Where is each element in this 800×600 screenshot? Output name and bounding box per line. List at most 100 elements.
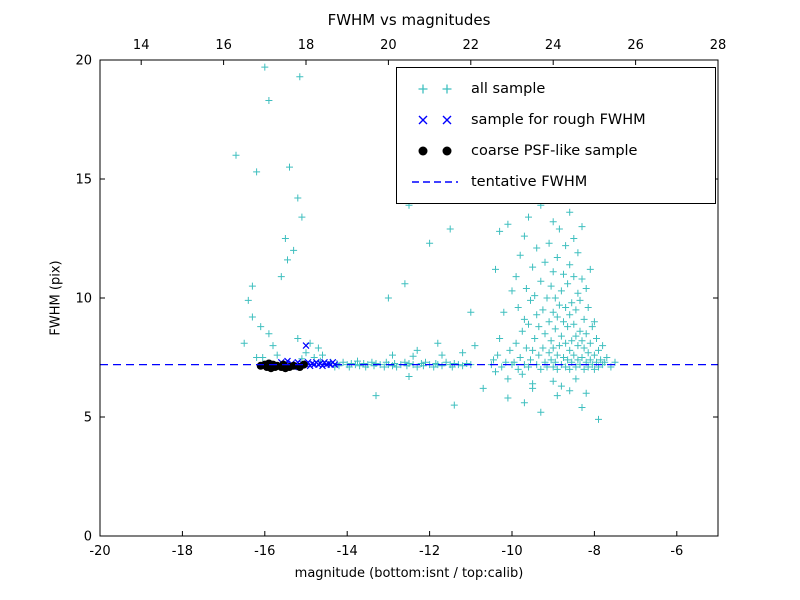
plus-marker (506, 346, 514, 354)
dot-marker (299, 360, 308, 369)
plus-marker (284, 256, 291, 264)
plus-marker (529, 346, 537, 354)
plus-marker (409, 352, 417, 360)
plus-marker (560, 318, 567, 326)
plus-marker (347, 360, 355, 367)
x-tick-label-top: 26 (627, 38, 644, 53)
plus-marker (298, 355, 306, 363)
plus-marker (442, 358, 450, 366)
x-tick-label-bottom: -12 (419, 544, 440, 559)
plus-marker (539, 344, 547, 352)
plus-marker (597, 356, 605, 364)
plus-marker (232, 151, 240, 159)
plus-marker (265, 97, 273, 104)
legend-dot-icon (418, 146, 452, 156)
series-all-sample (232, 63, 619, 423)
y-tick-label: 5 (84, 411, 92, 426)
plus-marker (529, 384, 537, 392)
plus-marker (586, 356, 594, 364)
plus-marker (504, 394, 512, 402)
x-marker (314, 361, 322, 369)
legend-entry-sample-for-rough-fwhm: sample for rough FWHM (409, 108, 703, 132)
legend-label: sample for rough FWHM (471, 112, 646, 128)
plus-marker (578, 354, 586, 361)
plus-marker (541, 330, 549, 338)
plus-marker (319, 351, 326, 359)
x-axis-label: magnitude (bottom:isnt / top:calib) (294, 566, 524, 581)
plus-marker (518, 370, 526, 378)
plus-marker (438, 351, 446, 359)
axis-ticks: -20 -18 -16 -14 -12 -10 -8 -6 14 16 18 20 22 24 26 28 0 5… (75, 38, 726, 559)
plus-marker (514, 365, 522, 373)
plus-marker (574, 342, 582, 350)
plus-marker (520, 315, 528, 323)
x-tick-label-bottom: -10 (501, 544, 522, 559)
plus-marker (566, 365, 574, 373)
plus-marker (545, 239, 553, 247)
plus-marker (582, 330, 590, 338)
plus-marker (595, 415, 602, 423)
plus-marker (535, 323, 543, 331)
plus-marker (459, 362, 467, 370)
plus-marker (562, 242, 570, 250)
plus-marker (572, 375, 580, 383)
plus-marker (434, 339, 442, 347)
plus-marker (277, 273, 285, 281)
plus-marker (590, 365, 598, 373)
plus-marker (463, 360, 471, 367)
plus-marker (555, 225, 563, 233)
x-marker (302, 342, 310, 350)
plus-marker (541, 258, 549, 266)
plus-marker (545, 349, 553, 357)
plus-marker (601, 358, 609, 366)
plus-marker (257, 323, 265, 331)
plus-marker (496, 335, 504, 342)
plus-marker (562, 304, 570, 311)
plus-marker (549, 268, 557, 276)
plus-marker (273, 351, 281, 359)
plus-marker (405, 373, 413, 380)
plus-marker (401, 280, 409, 288)
plus-marker (265, 330, 273, 338)
legend-entry-tentative-fwhm: tentative FWHM (409, 170, 703, 194)
plus-marker (553, 313, 561, 321)
plus-marker (261, 63, 269, 71)
plus-marker (500, 308, 508, 316)
plus-marker (549, 344, 557, 352)
plus-marker (574, 289, 582, 297)
plus-marker (426, 239, 434, 247)
plus-marker (566, 387, 574, 395)
x-marker (319, 362, 326, 370)
plus-marker (529, 263, 537, 271)
plus-marker (590, 351, 598, 359)
x-tick-label-top: 16 (215, 38, 232, 53)
plus-marker (578, 223, 586, 231)
plus-marker (549, 363, 557, 371)
y-tick-label: 15 (75, 173, 92, 188)
plus-marker (380, 363, 388, 371)
plus-marker (514, 304, 522, 311)
x-tick-label-bottom: -6 (670, 544, 683, 559)
plus-marker (562, 339, 570, 347)
plus-marker (467, 308, 475, 316)
plus-marker (525, 213, 532, 221)
plus-marker (354, 357, 361, 365)
plus-marker (446, 225, 454, 233)
x-marker (325, 360, 333, 367)
plus-marker (253, 354, 261, 361)
plus-marker (599, 342, 607, 350)
plus-marker (531, 335, 539, 342)
plus-marker (248, 282, 256, 290)
x-tick-label-bottom: -16 (254, 544, 275, 559)
plus-marker (570, 273, 578, 281)
plus-marker (537, 408, 545, 416)
plus-marker (593, 335, 600, 342)
plus-marker (553, 365, 561, 373)
plus-marker (459, 349, 467, 357)
plus-marker (568, 337, 576, 345)
plus-marker (576, 296, 584, 304)
plus-marker (533, 311, 541, 319)
plus-marker (549, 218, 557, 226)
legend-label: coarse PSF-like sample (471, 143, 638, 159)
